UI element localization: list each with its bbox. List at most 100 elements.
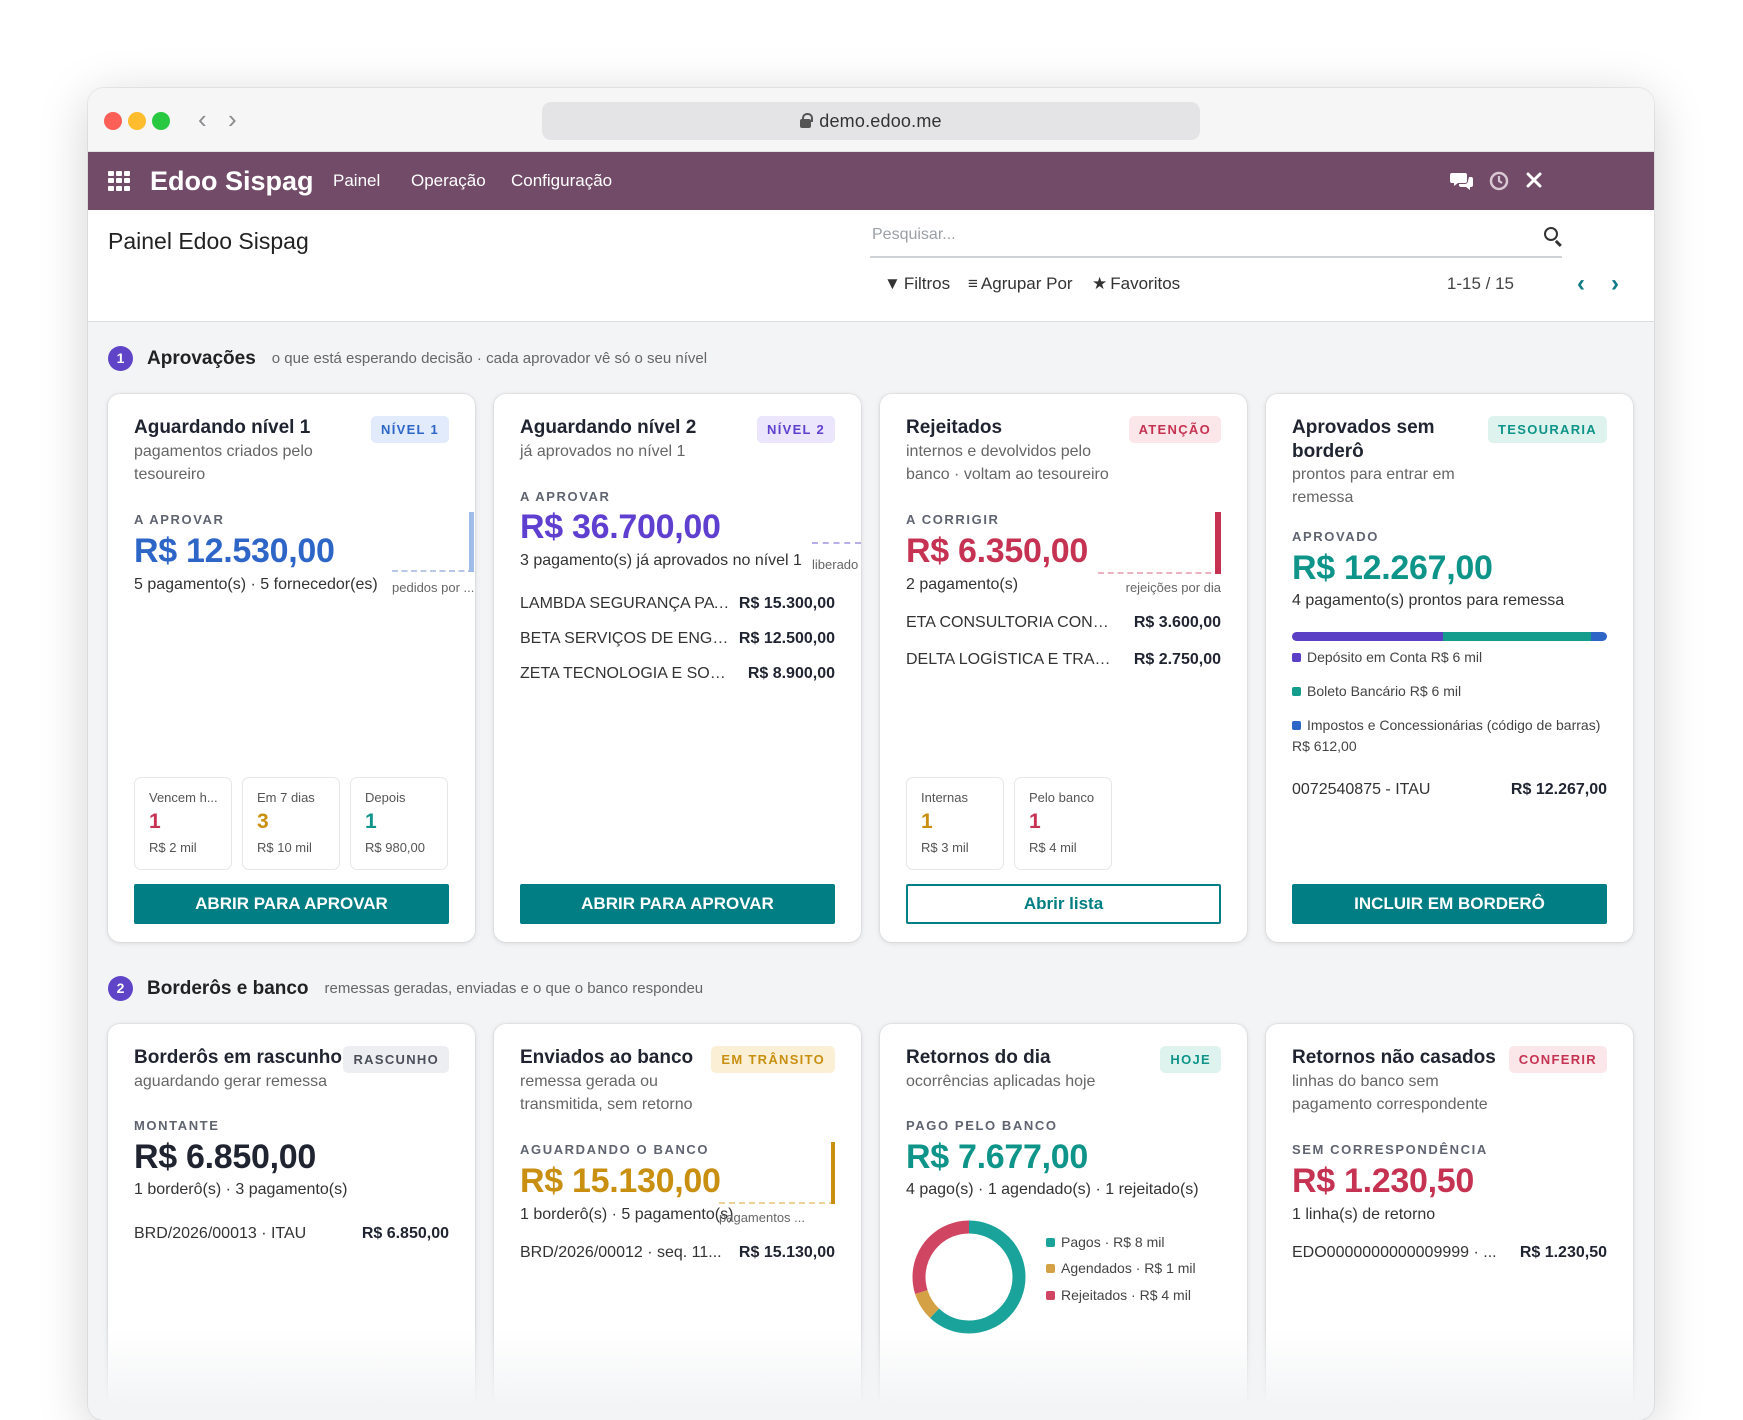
back-arrow-icon[interactable]: ‹ bbox=[198, 104, 207, 134]
card-subtitle-2: pagamento correspondente bbox=[1292, 1096, 1488, 1113]
list-item[interactable]: BRD/2026/00013 · ITAU R$ 6.850,00 bbox=[134, 1225, 449, 1249]
card-subtitle-2: banco · voltam ao tesoureiro bbox=[906, 466, 1109, 483]
list-item[interactable]: EDO0000000000009999 · ... R$ 1.230,50 bbox=[1292, 1244, 1607, 1268]
card-title: Aprovados sem borderô bbox=[1292, 416, 1435, 464]
card-title: Retornos não casados bbox=[1292, 1047, 1496, 1068]
section-approvals: 1 Aprovações o que está esperando decisã… bbox=[108, 346, 707, 371]
favorites-label: Favoritos bbox=[1110, 274, 1181, 293]
row-name: BRD/2026/00013 · ITAU bbox=[134, 1225, 307, 1242]
mini-value: R$ 2 mil bbox=[149, 840, 197, 855]
mini-value: R$ 10 mil bbox=[257, 840, 312, 855]
open-to-approve-button[interactable]: ABRIR PARA APROVAR bbox=[520, 884, 835, 924]
row-name: ZETA TECNOLOGIA E SOFT... bbox=[520, 665, 730, 682]
due-later-box[interactable]: Depois 1 R$ 980,00 bbox=[350, 777, 448, 870]
kpi-value: R$ 12.267,00 bbox=[1292, 549, 1493, 587]
minimize-window-button[interactable] bbox=[128, 112, 146, 130]
chat-icon[interactable] bbox=[1450, 170, 1474, 198]
pager-next-icon[interactable]: › bbox=[1611, 270, 1619, 297]
due-today-box[interactable]: Vencem h... 1 R$ 2 mil bbox=[134, 777, 232, 870]
row-value: R$ 6.850,00 bbox=[361, 1225, 449, 1242]
close-window-button[interactable] bbox=[104, 112, 122, 130]
open-list-button[interactable]: Abrir lista bbox=[906, 884, 1221, 924]
due-7-days-box[interactable]: Em 7 dias 3 R$ 10 mil bbox=[242, 777, 340, 870]
section-number: 2 bbox=[108, 976, 133, 1001]
list-item[interactable]: LAMBDA SEGURANÇA PAT... R$ 15.300,00 bbox=[520, 595, 835, 619]
row-value: R$ 12.267,00 bbox=[1510, 781, 1607, 798]
kpi-caption: 5 pagamento(s) · 5 fornecedor(es) bbox=[134, 576, 378, 593]
legend-item: Rejeitados · R$ 4 mil bbox=[1046, 1285, 1221, 1306]
list-item[interactable]: ZETA TECNOLOGIA E SOFT... R$ 8.900,00 bbox=[520, 665, 835, 689]
top-navbar: Edoo Sispag Painel Operação Configuração bbox=[88, 152, 1654, 210]
search-input[interactable]: Pesquisar... bbox=[870, 218, 1562, 258]
groupby-button[interactable]: ≡ Agrupar Por bbox=[968, 274, 1073, 294]
forward-arrow-icon[interactable]: › bbox=[228, 104, 237, 134]
list-item[interactable]: BETA SERVIÇOS DE ENGEN... R$ 12.500,00 bbox=[520, 630, 835, 654]
internal-rejections-box[interactable]: Internas 1 R$ 3 mil bbox=[906, 777, 1004, 870]
bottom-fade bbox=[88, 1330, 1654, 1420]
stack-segment bbox=[1292, 632, 1444, 641]
row-name: EDO0000000000009999 · ... bbox=[1292, 1244, 1497, 1261]
kpi-value: R$ 6.850,00 bbox=[134, 1138, 316, 1176]
spark-caption: rejeições por dia bbox=[1125, 580, 1221, 595]
list-item[interactable]: DELTA LOGÍSTICA E TRANSP... R$ 2.750,00 bbox=[906, 651, 1221, 675]
legend-item: Boleto Bancário R$ 6 mil bbox=[1292, 681, 1607, 702]
kpi-caption: 4 pagamento(s) prontos para remessa bbox=[1292, 592, 1565, 609]
kpi-label: PAGO PELO BANCO bbox=[906, 1118, 1058, 1133]
menu-painel[interactable]: Painel bbox=[333, 171, 381, 190]
maximize-window-button[interactable] bbox=[152, 112, 170, 130]
card-title: Retornos do dia bbox=[906, 1047, 1051, 1068]
apps-grid-icon[interactable] bbox=[108, 171, 130, 191]
list-item[interactable]: 0072540875 - ITAU R$ 12.267,00 bbox=[1292, 781, 1607, 805]
app-brand[interactable]: Edoo Sispag bbox=[150, 166, 314, 196]
row-value: R$ 15.300,00 bbox=[738, 595, 835, 612]
card-title: Aguardando nível 1 bbox=[134, 417, 311, 438]
favorites-button[interactable]: ★ Favoritos bbox=[1092, 274, 1180, 294]
card-title: Rejeitados bbox=[906, 417, 1003, 438]
section-number: 1 bbox=[108, 346, 133, 371]
row-value: R$ 3.600,00 bbox=[1133, 614, 1221, 631]
search-placeholder: Pesquisar... bbox=[872, 226, 956, 243]
clock-icon[interactable] bbox=[1488, 170, 1510, 198]
filters-button[interactable]: ▼ Filtros bbox=[884, 274, 950, 294]
card-subtitle: remessa gerada ou bbox=[520, 1073, 658, 1090]
pager-value[interactable]: 1-15 / 15 bbox=[1446, 274, 1514, 293]
row-name: BRD/2026/00012 · seq. 11... bbox=[520, 1244, 722, 1261]
legend-swatch bbox=[1292, 653, 1301, 662]
card-subtitle-2: transmitida, sem retorno bbox=[520, 1096, 693, 1113]
kpi-caption: 1 borderô(s) · 3 pagamento(s) bbox=[134, 1181, 348, 1198]
mini-count: 1 bbox=[149, 810, 161, 833]
card-subtitle: prontos para entrar em bbox=[1292, 466, 1455, 483]
card-subtitle: internos e devolvidos pelo bbox=[906, 443, 1092, 460]
open-to-approve-button[interactable]: ABRIR PARA APROVAR bbox=[134, 884, 449, 924]
bank-rejections-box[interactable]: Pelo banco 1 R$ 4 mil bbox=[1014, 777, 1112, 870]
kpi-value: R$ 6.350,00 bbox=[906, 532, 1088, 570]
kpi-value: R$ 1.230,50 bbox=[1292, 1162, 1474, 1200]
legend-swatch bbox=[1292, 721, 1301, 730]
card-subtitle: linhas do banco sem bbox=[1292, 1073, 1439, 1090]
close-icon[interactable] bbox=[1524, 170, 1544, 196]
draft-badge: RASCUNHO bbox=[343, 1046, 449, 1073]
card-subtitle: pagamentos criados pelo bbox=[134, 443, 313, 460]
menu-configuracao[interactable]: Configuração bbox=[511, 171, 613, 190]
legend-item: Impostos e Concessionárias (código de ba… bbox=[1292, 715, 1607, 757]
card-aguardando-nivel-1: Aguardando nível 1 NÍVEL 1 pagamentos cr… bbox=[108, 394, 475, 942]
mini-label: Internas bbox=[921, 790, 968, 805]
sparkline bbox=[392, 512, 474, 572]
kpi-value: R$ 36.700,00 bbox=[520, 508, 721, 546]
menu-operacao[interactable]: Operação bbox=[411, 171, 486, 190]
payment-type-stacked-bar bbox=[1292, 632, 1607, 641]
list-item[interactable]: BRD/2026/00012 · seq. 11... R$ 15.130,00 bbox=[520, 1244, 835, 1268]
search-icon[interactable] bbox=[1544, 227, 1558, 241]
legend-item: Agendados · R$ 1 mil bbox=[1046, 1258, 1221, 1279]
pager-prev-icon[interactable]: ‹ bbox=[1577, 270, 1585, 297]
card-aprovados-sem-bordero: Aprovados sem borderô TESOURARIA prontos … bbox=[1266, 394, 1633, 942]
sparkline bbox=[812, 540, 861, 554]
include-in-bordero-button[interactable]: INCLUIR EM BORDERÔ bbox=[1292, 884, 1607, 924]
card-subtitle: aguardando gerar remessa bbox=[134, 1073, 328, 1090]
kpi-label: A CORRIGIR bbox=[906, 512, 1000, 527]
section-borderos: 2 Borderôs e banco remessas geradas, env… bbox=[108, 976, 703, 1001]
list-item[interactable]: ETA CONSULTORIA CONTÁB... R$ 3.600,00 bbox=[906, 614, 1221, 638]
card-subtitle: já aprovados no nível 1 bbox=[520, 443, 686, 460]
address-bar[interactable]: demo.edoo.me bbox=[542, 102, 1200, 140]
kpi-caption: 3 pagamento(s) já aprovados no nível 1 bbox=[520, 552, 802, 569]
